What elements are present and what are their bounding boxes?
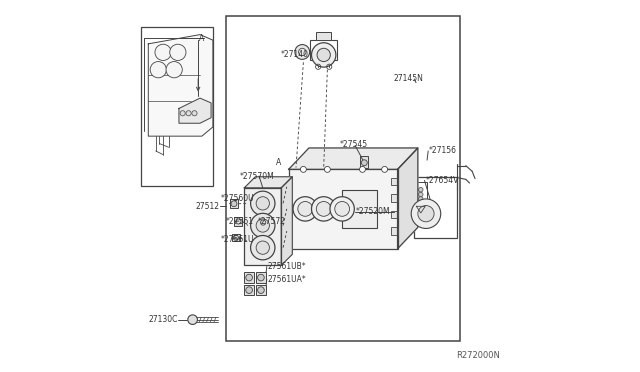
Bar — [414, 177, 456, 238]
Circle shape — [166, 62, 182, 78]
Bar — [289, 169, 397, 249]
Circle shape — [419, 197, 423, 201]
Text: 27512: 27512 — [196, 202, 220, 211]
Circle shape — [256, 197, 269, 210]
Polygon shape — [397, 148, 418, 249]
Circle shape — [419, 187, 423, 192]
Circle shape — [251, 191, 275, 215]
Circle shape — [188, 315, 197, 324]
Bar — [391, 211, 397, 218]
Bar — [259, 218, 268, 227]
Circle shape — [418, 206, 434, 222]
Circle shape — [256, 241, 269, 254]
Bar — [310, 40, 337, 61]
Circle shape — [192, 111, 197, 116]
Circle shape — [298, 202, 312, 216]
Text: A: A — [276, 157, 281, 167]
Circle shape — [293, 197, 317, 221]
Text: A: A — [199, 34, 205, 43]
Circle shape — [330, 197, 355, 221]
Circle shape — [312, 197, 336, 221]
Circle shape — [324, 166, 330, 172]
Text: *27561U: *27561U — [220, 235, 254, 244]
Circle shape — [186, 111, 191, 116]
Bar — [230, 199, 239, 208]
Circle shape — [246, 274, 252, 281]
Text: *27654V: *27654V — [425, 176, 459, 185]
Bar — [226, 16, 460, 341]
Bar — [391, 194, 397, 202]
Circle shape — [335, 202, 349, 216]
Text: *27140: *27140 — [280, 51, 308, 60]
Bar — [342, 190, 377, 228]
Polygon shape — [148, 35, 213, 136]
Circle shape — [251, 213, 275, 238]
Text: *27561: *27561 — [225, 217, 253, 225]
Bar — [391, 227, 397, 235]
Circle shape — [170, 44, 186, 61]
Bar — [418, 209, 426, 218]
Polygon shape — [417, 206, 425, 213]
Text: *27560U: *27560U — [220, 195, 254, 203]
Bar — [414, 182, 428, 206]
Text: 27145N: 27145N — [393, 74, 423, 83]
Bar — [141, 27, 213, 186]
Text: *27545: *27545 — [340, 140, 368, 149]
Text: *27570M: *27570M — [239, 171, 275, 180]
Text: 27561UB*: 27561UB* — [268, 262, 306, 271]
Circle shape — [180, 111, 185, 116]
Text: R272000N: R272000N — [456, 350, 500, 360]
Circle shape — [312, 43, 336, 67]
Circle shape — [362, 160, 367, 166]
Bar — [244, 272, 254, 283]
Circle shape — [419, 192, 423, 197]
Text: 27561UA*: 27561UA* — [268, 275, 307, 284]
Circle shape — [360, 166, 365, 172]
Polygon shape — [179, 98, 211, 123]
Circle shape — [258, 287, 264, 294]
Circle shape — [231, 201, 237, 207]
Circle shape — [251, 235, 275, 260]
Bar — [244, 188, 281, 265]
Circle shape — [381, 166, 388, 172]
Text: *27572: *27572 — [257, 217, 285, 225]
Bar — [256, 285, 266, 295]
Bar — [234, 217, 243, 225]
Circle shape — [300, 166, 307, 172]
Polygon shape — [281, 177, 292, 265]
Circle shape — [150, 62, 166, 78]
Circle shape — [295, 45, 310, 60]
Circle shape — [256, 219, 269, 232]
Bar — [244, 285, 254, 295]
Polygon shape — [289, 148, 418, 169]
Circle shape — [258, 274, 264, 281]
Bar — [316, 32, 331, 40]
Polygon shape — [244, 177, 292, 188]
Circle shape — [317, 48, 330, 62]
Bar — [232, 234, 239, 241]
Circle shape — [411, 199, 441, 228]
Text: *27520M: *27520M — [356, 207, 390, 217]
Bar — [360, 157, 368, 167]
Bar — [391, 177, 397, 185]
Bar — [256, 272, 266, 283]
Circle shape — [155, 44, 172, 61]
Text: 27130C: 27130C — [148, 315, 178, 324]
Circle shape — [316, 202, 331, 216]
Circle shape — [246, 287, 252, 294]
Text: *27156: *27156 — [429, 147, 457, 155]
